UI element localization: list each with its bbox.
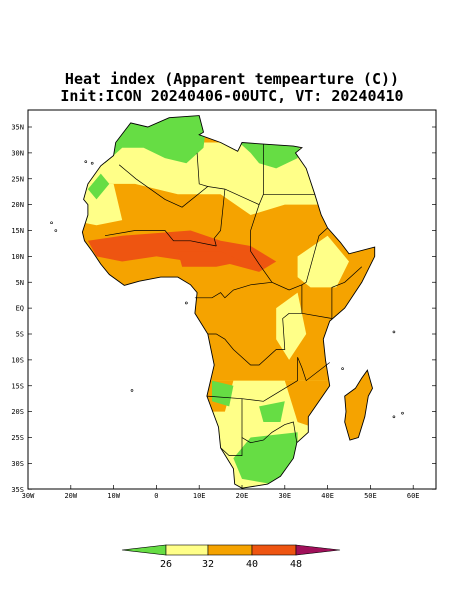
heat-zone: [82, 142, 319, 215]
country-border: [104, 230, 217, 247]
country-border: [213, 189, 226, 247]
island: [90, 161, 94, 165]
lat-label: EQ: [16, 305, 24, 313]
country-border: [250, 204, 328, 291]
colorbar-segment: [251, 544, 297, 556]
lat-label: 10N: [11, 253, 24, 261]
lon-label: 30E: [278, 492, 291, 500]
colorbar-label: 48: [290, 559, 302, 570]
title: Heat index (Apparent tempearture (C)): [65, 70, 399, 88]
heat-zone: [259, 401, 285, 422]
island: [84, 160, 88, 163]
colorbar-high-triangle: [295, 544, 341, 556]
axes: 35N 30N 25N 20N 15N 10N 5N EQ 5S 10S 15S 20S 25S 30S 3…: [11, 124, 436, 500]
lon-label: 20W: [64, 492, 77, 500]
lat-label: 25S: [11, 434, 24, 442]
heat-zone: [233, 432, 298, 485]
heat-zone: [105, 115, 208, 164]
country-border: [301, 312, 332, 319]
lat-label: 15S: [11, 382, 24, 390]
subtitle: Init:ICON 20240406-00UTC, VT: 20240410: [60, 87, 403, 105]
lat-label: 15N: [11, 227, 24, 235]
lat-label: 30N: [11, 149, 24, 157]
lon-label: 50E: [364, 492, 377, 500]
lat-label: 35S: [11, 486, 24, 494]
island: [392, 330, 396, 334]
lat-label: 20N: [11, 201, 24, 209]
country-border: [196, 152, 208, 187]
colorbar-segment: [165, 544, 209, 556]
lon-label: 60E: [407, 492, 420, 500]
lat-label: 5N: [16, 279, 24, 287]
island: [341, 367, 344, 370]
island: [50, 221, 53, 225]
lat-label: 20S: [11, 408, 24, 416]
lon-label: 10E: [193, 492, 206, 500]
country-border: [206, 357, 330, 402]
island: [54, 229, 58, 232]
island: [392, 415, 396, 419]
colorbar-label: 40: [246, 559, 258, 570]
island: [401, 411, 404, 415]
island: [130, 389, 134, 392]
country-border: [331, 266, 363, 319]
lat-label: 30S: [11, 460, 24, 468]
colorbar-label: 26: [160, 559, 172, 570]
lat-label: 25N: [11, 175, 24, 183]
lon-label: 10W: [107, 492, 120, 500]
colorbar-segment: [207, 544, 253, 556]
heat-zone: [212, 380, 234, 407]
lat-label: 35N: [11, 124, 24, 132]
coastline: [81, 115, 376, 489]
lon-label: 20E: [236, 492, 249, 500]
colorbar: 26 32 40 48: [121, 544, 341, 570]
country-border: [207, 284, 303, 366]
lat-label: 10S: [11, 356, 24, 364]
country-border: [220, 437, 243, 456]
lon-label: 0: [154, 492, 158, 500]
island: [185, 301, 188, 305]
colorbar-low-triangle: [121, 544, 167, 556]
lon-label: 30W: [22, 492, 35, 500]
lon-label: 40E: [321, 492, 334, 500]
heat-zone: [276, 292, 307, 360]
colorbar-label: 32: [202, 559, 214, 570]
country-border: [194, 281, 273, 299]
country-border: [241, 398, 298, 444]
heat-zone: [177, 251, 242, 267]
heat-zone: [87, 173, 110, 200]
lat-label: 5S: [16, 331, 24, 339]
heat-zone: [297, 235, 349, 288]
